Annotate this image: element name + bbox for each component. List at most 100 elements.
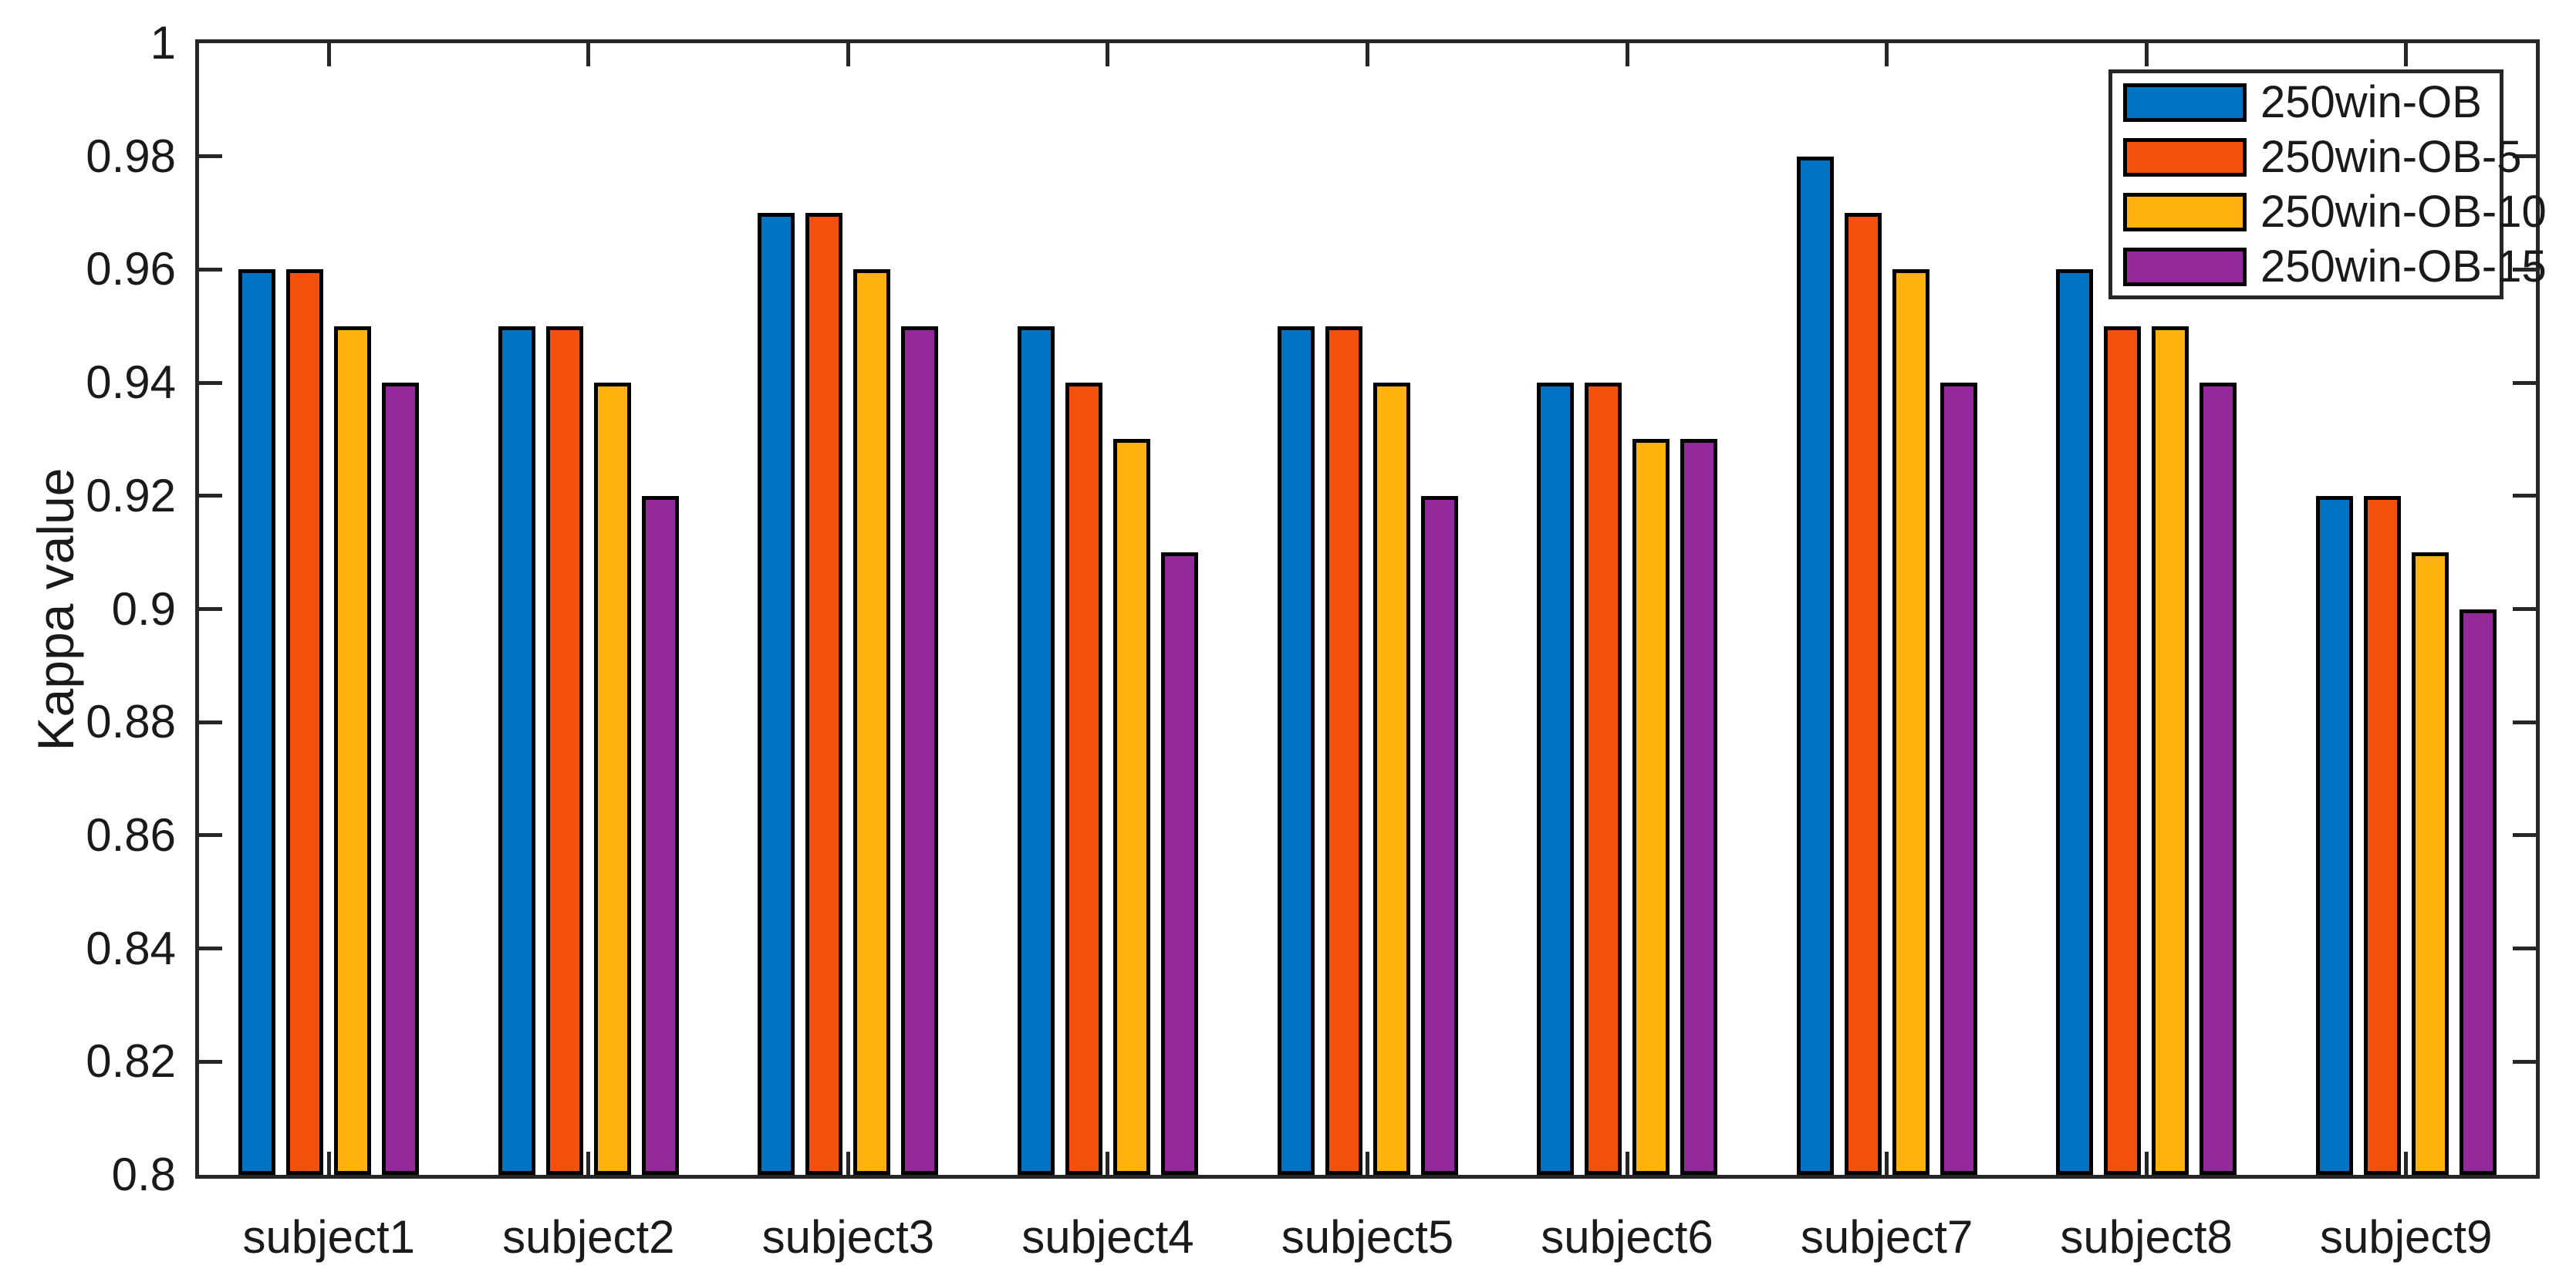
x-tick [2404,43,2409,66]
bar [593,383,631,1175]
legend-label: 250win-OB [2260,77,2482,127]
x-tick-label: subject2 [502,1211,675,1263]
bar [1420,495,1458,1175]
x-tick [2404,1152,2409,1175]
legend-label: 250win-OB-15 [2260,241,2547,292]
y-tick [199,720,222,724]
x-tick-label: subject8 [2060,1211,2233,1263]
legend-swatch [2123,137,2247,177]
x-tick [1366,1152,1369,1175]
x-tick [2144,43,2149,66]
x-tick-label: subject9 [2319,1211,2493,1263]
y-tick [199,154,222,159]
bar [1112,439,1150,1175]
bar [1585,383,1622,1175]
bar [853,269,891,1175]
bar [2315,495,2353,1175]
bar [545,326,583,1175]
bar [641,495,679,1175]
bar [758,213,795,1175]
bar [1537,383,1575,1175]
x-tick [846,43,850,66]
x-tick-label: subject1 [242,1211,415,1263]
y-tick-label: 0.86 [86,808,176,861]
x-tick [326,1152,331,1175]
legend-item: 250win-OB-15 [2112,241,2547,292]
bar [1940,383,1977,1175]
y-tick-label: 0.82 [86,1035,176,1088]
bar [1632,439,1670,1175]
x-tick [1625,43,1629,66]
x-tick-label: subject6 [1541,1211,1713,1263]
bar [1017,326,1055,1175]
y-tick-label: 0.88 [86,696,176,748]
x-tick [846,1152,850,1175]
bar [1065,383,1102,1175]
y-tick [199,380,222,385]
legend-swatch [2123,192,2247,231]
x-tick [1885,1152,1889,1175]
x-tick [2144,1152,2149,1175]
legend: 250win-OB 250win-OB-5 250win-OB-10 250win-O… [2108,69,2547,299]
x-tick-label: subject5 [1281,1211,1454,1263]
bar [805,213,843,1175]
y-tick [2513,1059,2536,1064]
bar [2411,552,2449,1175]
x-tick [1625,1152,1629,1175]
y-tick [199,494,222,498]
bar [334,326,372,1175]
bar [1892,269,1929,1175]
y-tick [2513,494,2536,498]
bar [498,326,535,1175]
y-tick [2513,720,2536,724]
x-tick-label: subject4 [1021,1211,1194,1263]
y-tick-label: 0.9 [111,582,176,635]
bar [286,269,324,1175]
bar [2363,495,2401,1175]
bar [1796,156,1834,1175]
legend-label: 250win-OB-5 [2260,132,2522,182]
bar [238,269,276,1175]
bar [2200,383,2237,1175]
bar [2152,326,2189,1175]
y-tick-label: 0.96 [86,243,176,295]
x-tick-label: subject7 [1800,1211,1973,1263]
bar [1160,552,1198,1175]
y-tick [199,947,222,951]
legend-item: 250win-OB [2112,76,2500,128]
x-tick [1885,43,1889,66]
bar [1372,383,1410,1175]
y-tick [199,833,222,838]
y-tick-label: 0.98 [86,130,176,182]
bar [1844,213,1882,1175]
y-tick-label: 0.84 [86,922,176,974]
bar [901,326,939,1175]
legend-swatch [2123,247,2247,286]
y-tick-label: 0.94 [86,356,176,409]
y-tick [199,267,222,272]
x-tick [1106,1152,1110,1175]
y-tick [2513,833,2536,838]
bar [382,383,420,1175]
y-tick [2513,154,2536,159]
x-tick-label: subject3 [761,1211,935,1263]
bar [1277,326,1315,1175]
x-tick [1106,43,1110,66]
x-tick [1366,43,1369,66]
bar [2459,609,2497,1175]
y-tick [2513,267,2536,272]
bar [2056,269,2094,1175]
y-tick-label: 0.8 [111,1149,176,1200]
bar [1680,439,1718,1175]
y-tick [199,607,222,611]
y-tick-label: 0.92 [86,469,176,521]
legend-swatch [2123,83,2247,122]
y-tick [199,1059,222,1064]
legend-item: 250win-OB-5 [2112,131,2521,183]
bar [1325,326,1362,1175]
y-tick [2513,947,2536,951]
x-tick [586,1152,591,1175]
y-tick [2513,380,2536,385]
y-tick [2513,607,2536,611]
